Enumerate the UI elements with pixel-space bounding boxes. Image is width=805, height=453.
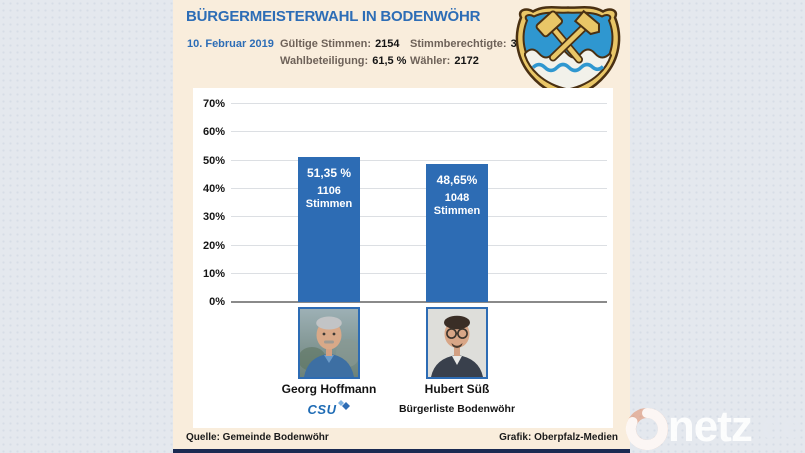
party-label-buergerliste: Bürgerliste Bodenwöhr xyxy=(387,399,527,417)
stat-turnout: Wahlbeteiligung: 61,5 % xyxy=(280,54,410,68)
y-tick-label: 30% xyxy=(202,211,225,224)
gridline xyxy=(231,272,607,274)
y-tick-label: 60% xyxy=(202,126,225,139)
page-title: BÜRGERMEISTERWAHL IN BODENWÖHR xyxy=(186,8,481,25)
party-label: CSU xyxy=(307,402,337,417)
stat-valid-votes: Gültige Stimmen: 2154 xyxy=(280,37,410,51)
stat-value: 2172 xyxy=(454,55,479,67)
gridline xyxy=(231,103,607,104)
infographic-card: BÜRGERMEISTERWAHL IN BODENWÖHR 10. Febru… xyxy=(173,0,630,453)
bar-georg-hoffmann: 51,35 % 1106 Stimmen xyxy=(298,157,360,302)
party-label: Bürgerliste Bodenwöhr xyxy=(398,403,516,415)
candidate-photo-hubert-suess xyxy=(426,307,488,379)
votes-number: 1106 xyxy=(317,185,341,197)
csu-logo: CSU xyxy=(259,399,399,419)
bar-votes-label: 1106 Stimmen xyxy=(298,185,360,211)
candidate-name: Georg Hoffmann xyxy=(281,382,377,396)
gridline xyxy=(231,244,607,246)
stat-value: 61,5 % xyxy=(372,55,407,67)
stats-spacer xyxy=(187,54,280,68)
votes-number: 1048 xyxy=(444,192,470,204)
bar-hubert-suess: 48,65% 1048 Stimmen xyxy=(426,164,488,302)
watermark-brand-text: netz xyxy=(667,402,753,451)
bottom-accent-strip xyxy=(173,449,630,453)
candidate-photo-georg-hoffmann xyxy=(298,307,360,379)
y-tick-label: 10% xyxy=(202,267,225,280)
gridline xyxy=(231,131,607,133)
gridline xyxy=(231,216,607,218)
election-stats: 10. Februar 2019 Gültige Stimmen: 2154 St… xyxy=(187,37,535,68)
votes-word: Stimmen xyxy=(305,198,353,210)
bar-chart: 70% 60% 50% 40% 30% 20% 10% 0% 51,35 % 1106 Sti… xyxy=(193,88,613,428)
bar-votes-label: 1048 Stimmen xyxy=(426,192,488,218)
y-tick-label: 50% xyxy=(202,154,225,167)
bar-percentage-label: 51,35 % xyxy=(306,166,352,180)
stat-label: Stimmberechtigte: xyxy=(410,38,507,50)
y-axis: 70% 60% 50% 40% 30% 20% 10% 0% xyxy=(193,88,613,428)
x-axis-line xyxy=(231,301,607,304)
stat-label: Wahlbeteiligung: xyxy=(280,55,369,67)
csu-emblem-icon xyxy=(338,399,351,417)
watermark-tld-text: .de xyxy=(751,408,801,446)
stat-label: Wähler: xyxy=(410,55,451,67)
y-tick-label: 20% xyxy=(202,239,225,252)
stat-voters: Wähler: 2172 xyxy=(410,54,535,68)
gridline xyxy=(231,159,607,161)
stat-label: Gültige Stimmen: xyxy=(280,38,372,50)
graphic-credit: Grafik: Oberpfalz-Medien xyxy=(499,432,618,443)
coat-of-arms-icon xyxy=(515,6,621,98)
gridline xyxy=(231,187,607,189)
stat-value: 2154 xyxy=(375,38,400,50)
onetz-watermark: netz .de xyxy=(624,403,801,451)
source-credit: Quelle: Gemeinde Bodenwöhr xyxy=(186,432,329,443)
candidate-name: Hubert Süß xyxy=(424,382,490,396)
onetz-o-swirl-icon xyxy=(625,408,668,450)
y-tick-label: 40% xyxy=(202,182,225,195)
bar-percentage-label: 48,65% xyxy=(436,173,478,187)
votes-word: Stimmen xyxy=(433,205,481,217)
y-tick-label: 70% xyxy=(202,98,225,110)
election-date: 10. Februar 2019 xyxy=(187,38,274,50)
y-tick-label: 0% xyxy=(209,296,225,309)
